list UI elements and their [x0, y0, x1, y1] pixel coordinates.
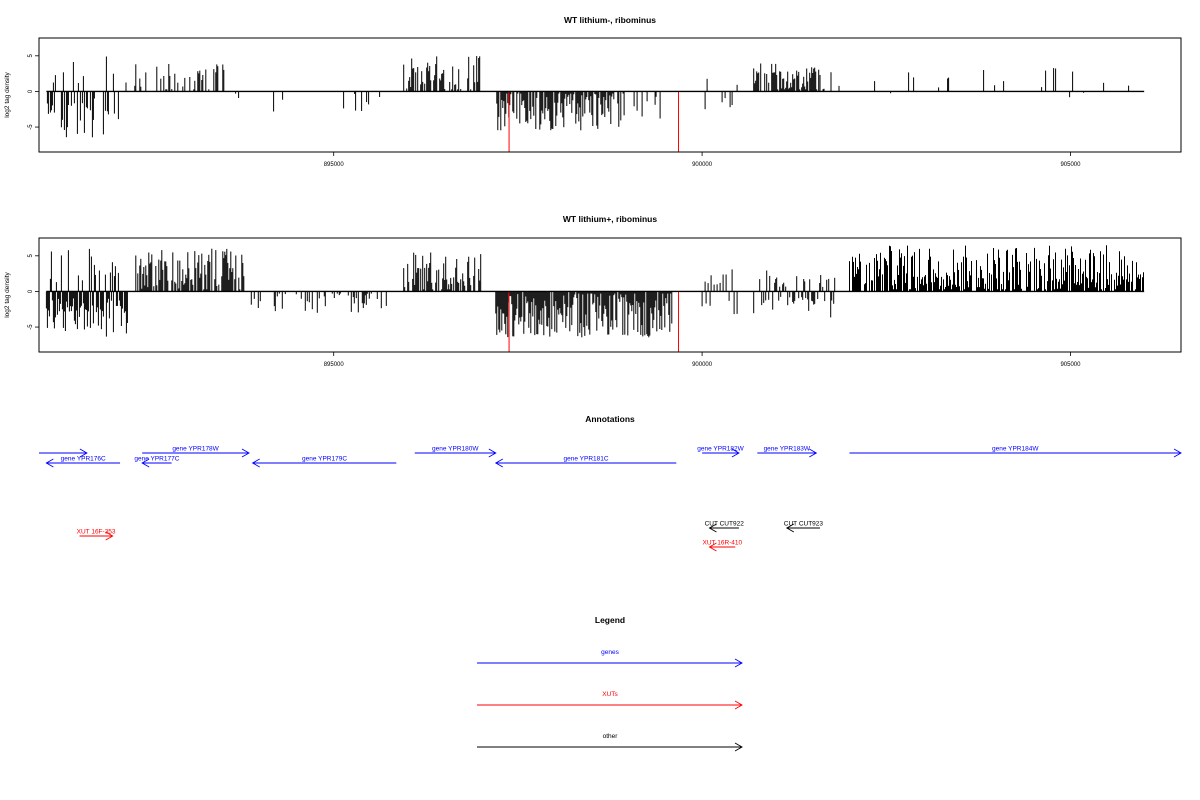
feature-label: gene YPR183W — [764, 446, 811, 453]
panel-2-bars — [45, 245, 1145, 352]
feature-arrow-head — [105, 531, 114, 541]
feature-arrow-head — [141, 458, 150, 468]
annotation-feature — [39, 448, 88, 458]
legend-arrow-head — [734, 700, 743, 710]
y-tick-label: 0 — [28, 89, 34, 93]
y-tick-label: -5 — [28, 324, 34, 330]
feature-arrow-head — [708, 523, 717, 533]
feature-label: gene YPR179C — [302, 456, 347, 463]
annotation-feature: gene YPR183W — [757, 446, 818, 458]
x-tick-label: 905000 — [1060, 362, 1081, 368]
annotation-feature: gene YPR177C — [134, 456, 180, 468]
annotation-feature: gene YPR179C — [251, 456, 397, 468]
feature-arrow-head — [79, 448, 88, 458]
x-tick-label: 895000 — [324, 162, 345, 168]
feature-arrow-head — [731, 448, 740, 458]
legend-arrow-head — [734, 742, 743, 752]
feature-label: XUT 16R-410 — [703, 540, 743, 547]
panel-2-title: WT lithium+, ribominus — [563, 214, 657, 224]
feature-arrow-head — [241, 448, 250, 458]
annotation-feature: gene YPR184W — [849, 446, 1182, 458]
panel-2-ylabel: log2 tag density — [4, 271, 11, 317]
feature-label: CUT CUT922 — [705, 521, 745, 528]
annotation-feature: gene YPR176C — [45, 456, 121, 468]
annotation-feature: CUT CUT923 — [784, 521, 824, 533]
legend-arrow-head — [734, 658, 743, 668]
y-tick-label: 5 — [28, 53, 34, 57]
feature-label: CUT CUT923 — [784, 521, 824, 528]
feature-arrow-head — [45, 458, 54, 468]
legend-item: XUTs — [477, 691, 743, 710]
feature-label: gene YPR177C — [134, 456, 179, 463]
feature-arrow-head — [708, 542, 717, 552]
track-panel-lithium-minus: WT lithium-, ribominus log2 tag density … — [4, 15, 1182, 168]
legend-label: other — [603, 733, 619, 740]
feature-label: gene YPR184W — [992, 446, 1039, 453]
annotation-feature: gene YPR181C — [494, 456, 677, 468]
annotation-feature: CUT CUT922 — [705, 521, 745, 533]
panel-2-x-axis: 895000 900000 905000 — [324, 352, 1081, 368]
annotation-features: gene YPR176C gene YPR177C gene YPR178W gene… — [39, 446, 1182, 552]
annotations-panel: Annotations gene YPR176C gene YPR177Cgene… — [39, 414, 1182, 552]
feature-arrow-head — [494, 458, 504, 468]
feature-label: gene YPR182W — [697, 446, 744, 453]
annotation-feature: XUT 16R-410 — [703, 540, 743, 552]
feature-label: gene YPR178W — [172, 446, 219, 453]
legend-label: genes — [601, 649, 619, 656]
annotations-title: Annotations — [585, 414, 635, 424]
panel-1-ylabel: log2 tag density — [4, 71, 11, 117]
panel-1-bars — [46, 56, 1145, 152]
legend-items: genes XUTs other — [477, 649, 743, 752]
panel-1-x-axis: 895000 900000 905000 — [324, 152, 1081, 168]
panel-1-title: WT lithium-, ribominus — [564, 15, 656, 25]
legend-item: other — [477, 733, 743, 752]
annotation-feature: gene YPR178W — [142, 446, 250, 458]
feature-label: gene YPR176C — [61, 456, 106, 463]
track-panel-lithium-plus: WT lithium+, ribominus log2 tag density … — [4, 214, 1182, 368]
panel-1-frame — [38, 37, 1182, 153]
feature-arrow-head — [488, 448, 497, 458]
annotation-feature: gene YPR180W — [414, 446, 497, 458]
feature-arrow-head — [251, 458, 260, 468]
y-tick-label: -5 — [28, 124, 34, 130]
legend-title: Legend — [595, 615, 625, 625]
feature-arrow-head — [785, 523, 795, 533]
feature-arrow-head — [809, 448, 818, 458]
feature-label: XUT 16F-353 — [77, 529, 116, 536]
x-tick-label: 900000 — [692, 362, 713, 368]
panel-2-y-axis: 5 0 -5 — [28, 253, 39, 330]
legend-label: XUTs — [602, 691, 618, 698]
feature-label: gene YPR180W — [432, 446, 479, 453]
x-tick-label: 905000 — [1060, 162, 1081, 168]
x-tick-label: 900000 — [692, 162, 713, 168]
y-tick-label: 0 — [28, 289, 34, 293]
y-tick-label: 5 — [28, 253, 34, 257]
x-tick-label: 895000 — [324, 362, 345, 368]
legend-item: genes — [477, 649, 743, 668]
panel-1-y-axis: 5 0 -5 — [28, 53, 39, 130]
panel-2-frame — [38, 237, 1182, 353]
feature-arrow-head — [1173, 448, 1182, 458]
annotation-feature: XUT 16F-353 — [77, 529, 116, 541]
legend-panel: Legend genes XUTs other — [477, 615, 743, 752]
annotation-feature: gene YPR182W — [697, 446, 745, 458]
feature-label: gene YPR181C — [564, 456, 609, 463]
